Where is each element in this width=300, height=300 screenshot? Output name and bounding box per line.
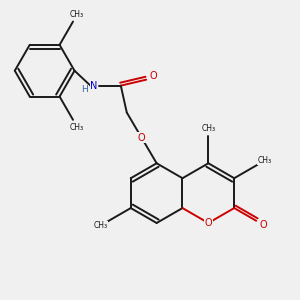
Text: O: O [149,71,157,81]
Text: O: O [260,220,267,230]
Text: H: H [81,85,88,94]
Text: CH₃: CH₃ [70,122,84,131]
Text: CH₃: CH₃ [93,221,107,230]
Text: CH₃: CH₃ [201,124,215,133]
Text: O: O [205,218,212,228]
Text: O: O [138,133,146,143]
Text: CH₃: CH₃ [70,10,84,19]
Text: CH₃: CH₃ [258,156,272,165]
Text: N: N [90,81,98,91]
